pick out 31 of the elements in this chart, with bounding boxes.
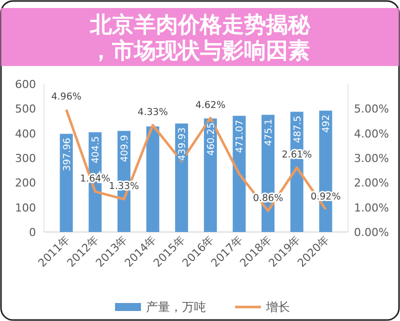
y-tick-label: 300	[15, 152, 36, 165]
data-label: 397.96	[62, 138, 73, 172]
data-label: 0.92%	[310, 191, 341, 202]
data-label: 492	[321, 114, 332, 133]
y2-tick-label: 1.00%	[354, 201, 389, 214]
y-tick-label: 100	[15, 201, 36, 214]
data-label: 409.9	[119, 134, 130, 162]
data-label: 404.5	[90, 136, 102, 164]
data-label: 4.33%	[138, 107, 168, 118]
y-tick-label: 0	[29, 226, 36, 239]
y2-tick-label: 4.00%	[354, 127, 389, 140]
y2-tick-label: 3.00%	[354, 152, 389, 165]
bar	[146, 126, 160, 232]
data-label: 4.96%	[51, 92, 82, 103]
y2-tick-label: 0.00%	[354, 226, 389, 239]
data-label: 487.5	[292, 116, 304, 143]
data-label: 475.1	[264, 118, 275, 146]
data-label: 4.62%	[195, 100, 226, 112]
legend-label: 产量，万吨	[146, 300, 206, 314]
y2-tick-label: 5.00%	[354, 102, 389, 116]
y-tick-label: 600	[15, 78, 36, 91]
y-tick-label: 200	[15, 176, 36, 190]
y2-tick-label: 2.00%	[354, 176, 389, 190]
data-label: 471.07	[234, 120, 246, 154]
data-label: 0.86%	[252, 192, 284, 204]
data-label: 460.25	[206, 122, 217, 156]
chart-title: 北京羊肉价格走势揭秘，市场现状与影响因素	[89, 12, 311, 64]
data-label: 439.93	[177, 127, 188, 161]
y-tick-label: 400	[15, 127, 36, 140]
legend-label: 增长	[265, 300, 290, 314]
y-tick-label: 500	[15, 102, 36, 116]
